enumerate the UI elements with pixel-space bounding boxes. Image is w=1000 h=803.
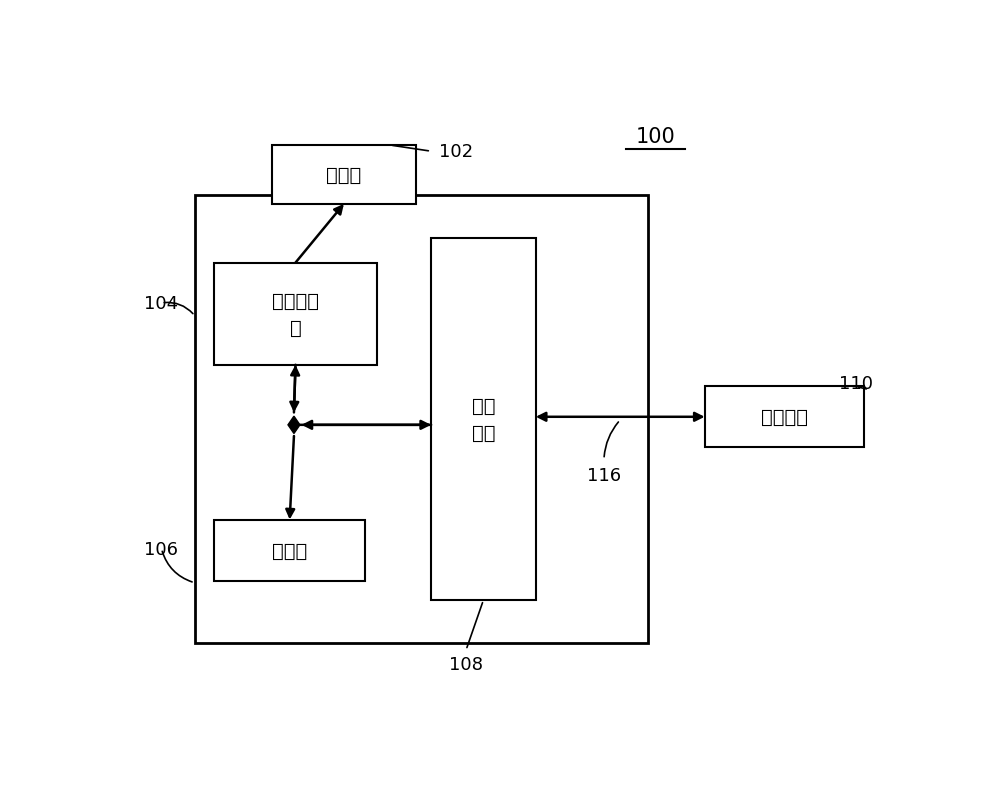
Text: 处理器: 处理器 [272, 541, 307, 560]
Text: 116: 116 [587, 467, 621, 484]
Text: 100: 100 [636, 127, 676, 146]
Text: 存储器: 存储器 [326, 165, 362, 185]
Text: 存储控制
器: 存储控制 器 [272, 291, 319, 337]
Bar [431, 238, 536, 601]
Text: 108: 108 [449, 655, 483, 673]
Polygon shape [288, 417, 300, 434]
Text: 110: 110 [839, 375, 873, 393]
Text: 外设
接口: 外设 接口 [472, 397, 495, 442]
Text: 射频模块: 射频模块 [761, 408, 808, 426]
Text: 104: 104 [144, 295, 178, 312]
Text: 106: 106 [144, 540, 178, 558]
Bar [272, 146, 416, 205]
Bar [214, 520, 365, 581]
Text: 102: 102 [439, 143, 473, 161]
Bar [705, 387, 864, 447]
Bar [195, 195, 648, 643]
Bar [214, 263, 377, 365]
